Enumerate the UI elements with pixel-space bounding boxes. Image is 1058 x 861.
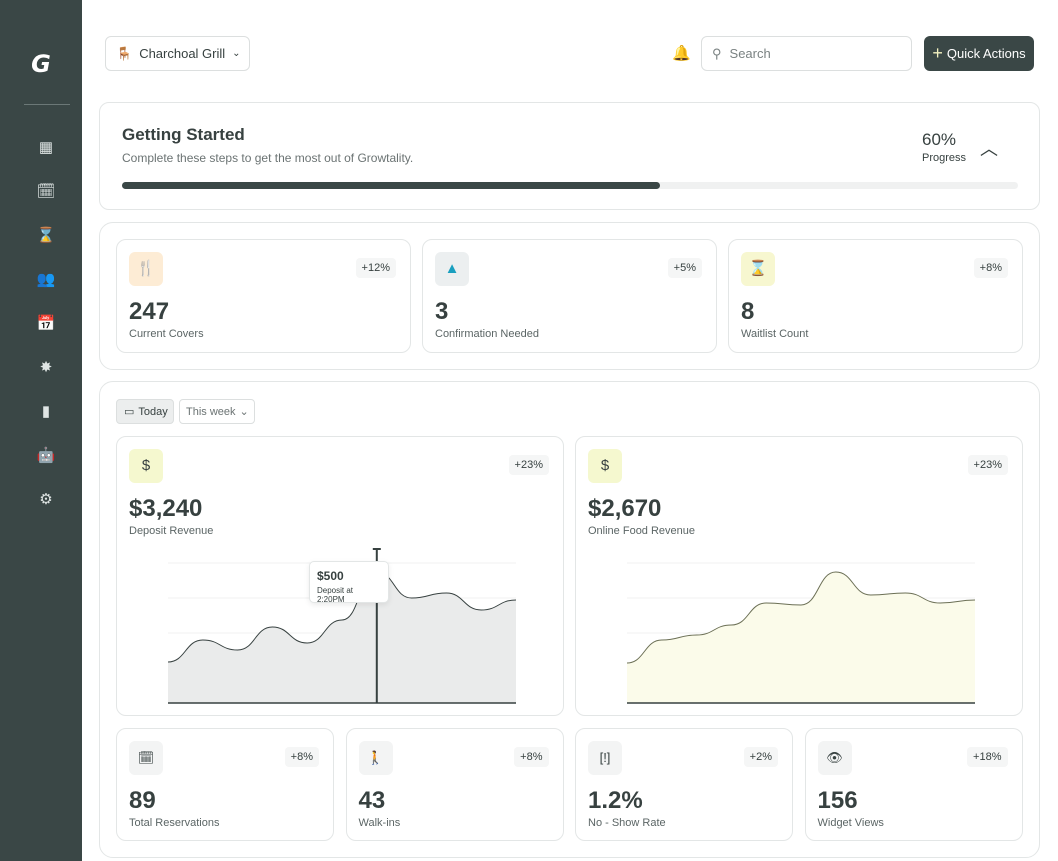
revenue-value: $3,240 (129, 495, 203, 522)
revenue-value: $2,670 (588, 495, 662, 522)
change-badge: +18% (967, 747, 1008, 767)
venue-icon: 🪑 (116, 45, 133, 61)
change-badge: +8% (973, 258, 1008, 278)
revenue-card: $ +23% $3,240 Deposit Revenue $500 Deposit… (116, 436, 564, 716)
change-badge: +23% (508, 455, 549, 475)
stat-value: 3 (435, 298, 449, 325)
revenue-label: Online Food Revenue (588, 525, 696, 537)
walking-icon: 🚶 (358, 741, 393, 775)
metric-card: 🗓 +8% 89 Total Reservations (116, 728, 334, 841)
metric-label: No - Show Rate (588, 817, 666, 829)
chevron-down-icon: ⌄ (239, 406, 249, 418)
focus-alert-icon: [!] (588, 741, 622, 775)
stat-label: Current Covers (129, 328, 204, 340)
hourglass-icon[interactable]: ⌛ (36, 227, 56, 244)
change-badge: +12% (355, 258, 396, 278)
stat-label: Confirmation Needed (435, 328, 539, 340)
hourglass-icon: ⌛ (741, 252, 775, 286)
sidebar: G ▦ 🗓 ⌛ 👥 📅 ✸ ▮ 🤖 ⚙ (0, 0, 82, 861)
bar-chart-icon[interactable]: ▮ (41, 403, 51, 420)
chart-tooltip: $500 Deposit at 2:20PM (309, 561, 389, 604)
tooltip-value: $500 (317, 569, 344, 583)
change-badge: +8% (514, 747, 549, 767)
metric-label: Walk-ins (358, 817, 401, 829)
series-line (167, 571, 517, 663)
area-chart (626, 562, 976, 704)
area-fill (168, 572, 516, 703)
warning-icon: ▲ (435, 252, 469, 286)
stat-value: 247 (129, 298, 170, 325)
metric-label: Total Reservations (129, 817, 220, 829)
range-select[interactable]: This week ⌄ (179, 399, 255, 424)
quick-actions-label: Quick Actions (946, 46, 1026, 61)
subtitle: Complete these steps to get the most out… (122, 151, 414, 165)
series-line (626, 571, 976, 664)
calendar-icon[interactable]: 📅 (36, 315, 56, 332)
progress-label: Progress (922, 152, 967, 164)
logo: G (31, 50, 51, 78)
tooltip-label: Deposit at 2:20PM (317, 586, 354, 604)
stat-card: ⌛ +8% 8 Waitlist Count (728, 239, 1023, 353)
chevron-down-icon: ⌄ (232, 48, 241, 59)
change-badge: +5% (667, 258, 702, 278)
robot-icon[interactable]: 🤖 (36, 447, 56, 464)
page-title: Getting Started (122, 125, 245, 144)
stat-card: 🍴 +12% 247 Current Covers (116, 239, 411, 353)
today-button[interactable]: ▭ Today (116, 399, 174, 424)
stat-label: Waitlist Count (741, 328, 809, 340)
dollar-icon: $ (588, 449, 622, 483)
area-chart (167, 548, 517, 704)
metric-value: 1.2% (588, 787, 643, 814)
sparkle-icon[interactable]: ✸ (39, 359, 53, 376)
stat-value: 8 (741, 298, 755, 325)
getting-started-card: Getting Started Complete these steps to … (99, 102, 1040, 210)
metric-card: [!] +2% 1.2% No - Show Rate (575, 728, 793, 841)
dashboard-icon[interactable]: ▦ (38, 139, 54, 156)
area-fill (627, 572, 975, 703)
metric-card: 🚶 +8% 43 Walk-ins (345, 728, 564, 841)
bell-icon[interactable]: 🔔 (672, 45, 691, 62)
venue-selector[interactable]: 🪑 Charchoal Grill ⌄ (105, 36, 250, 71)
calendar-check-icon[interactable]: 🗓 (36, 183, 56, 200)
quick-actions-button[interactable]: + Quick Actions (924, 36, 1034, 71)
revenue-card: $ +23% $2,670 Online Food Revenue (575, 436, 1023, 716)
calendar-icon: ▭ (124, 406, 135, 418)
metric-value: 43 (358, 787, 386, 814)
gear-icon[interactable]: ⚙ (39, 491, 53, 508)
metric-label: Widget Views (817, 817, 884, 829)
search-input[interactable]: ⚲ Search (701, 36, 912, 71)
change-badge: +2% (743, 747, 778, 767)
progress-bar (122, 182, 1018, 189)
calendar-check-icon: 🗓 (129, 741, 163, 775)
fork-knife-icon: 🍴 (129, 252, 163, 286)
today-label: Today (138, 405, 168, 418)
stat-card: ▲ +5% 3 Confirmation Needed (422, 239, 717, 353)
plus-icon: + (932, 43, 943, 63)
range-label: This week (186, 405, 236, 418)
chevron-up-icon[interactable]: ︿ (980, 139, 998, 159)
group-icon[interactable]: 👥 (36, 271, 56, 288)
progress-fill (122, 182, 660, 189)
dollar-icon: $ (129, 449, 163, 483)
eye-icon: 👁 (817, 741, 852, 775)
metric-value: 89 (129, 787, 156, 814)
change-badge: +23% (967, 455, 1008, 475)
change-badge: +8% (284, 747, 319, 767)
metric-card: 👁 +18% 156 Widget Views (804, 728, 1023, 841)
divider (24, 104, 70, 105)
metric-value: 156 (817, 787, 858, 814)
search-placeholder: Search (729, 46, 771, 61)
search-icon: ⚲ (712, 45, 722, 61)
progress-value: 60% (922, 130, 957, 149)
revenue-label: Deposit Revenue (129, 525, 214, 537)
venue-name: Charchoal Grill (139, 46, 226, 61)
